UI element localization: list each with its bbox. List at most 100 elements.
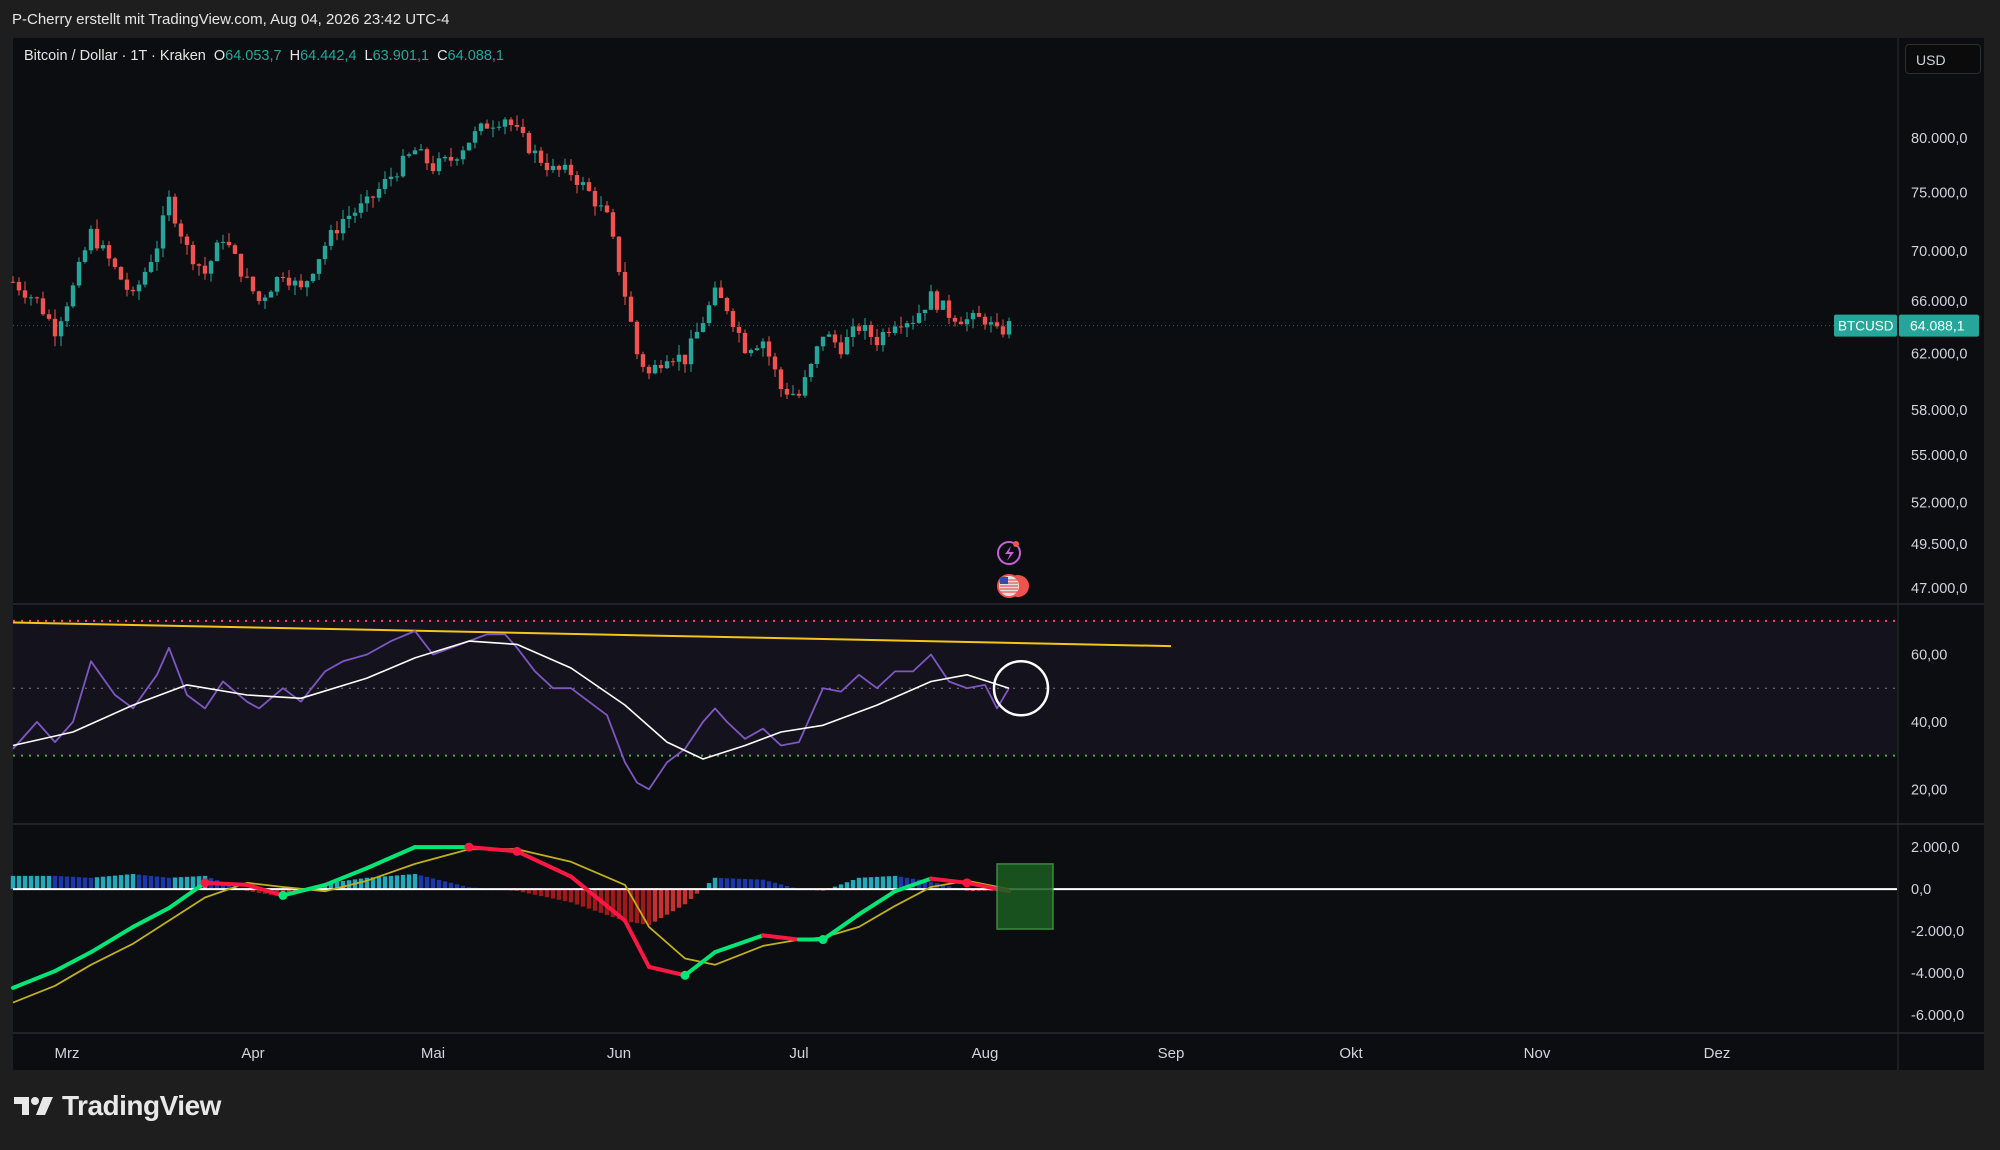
- macd-histogram-bar: [184, 876, 190, 890]
- macd-histogram-bar: [58, 876, 64, 890]
- candle: [484, 119, 490, 129]
- candle: [160, 205, 166, 258]
- candle-body: [802, 377, 808, 396]
- candle-body: [466, 142, 472, 151]
- candle: [958, 316, 964, 325]
- candle-body: [952, 317, 958, 322]
- candle: [790, 385, 796, 396]
- candle: [346, 206, 352, 229]
- candle: [952, 315, 958, 327]
- price-tick-label: 58.000,0: [1911, 403, 1967, 419]
- chart-canvas[interactable]: 80.000,0 75.000,0 70.000,0 66.000,0 62.000,0…: [0, 0, 2000, 1070]
- candle: [622, 262, 628, 306]
- candle: [532, 144, 538, 164]
- candle-body: [640, 354, 646, 367]
- candle-body: [694, 331, 700, 339]
- macd-histogram-bar: [520, 889, 526, 893]
- candle-body: [610, 212, 616, 237]
- candle: [250, 276, 256, 295]
- macd-line-segment: [203, 880, 249, 887]
- candle-body: [664, 361, 670, 369]
- macd-line-segment: [89, 924, 135, 955]
- macd-histogram-bar: [724, 878, 730, 890]
- candle: [124, 272, 130, 297]
- candle: [820, 336, 826, 351]
- macd-signal-line: [12, 848, 1010, 1004]
- candle: [394, 172, 400, 182]
- time-axis-label: Dez: [1704, 1045, 1731, 1062]
- candle: [742, 329, 748, 354]
- attribution-bar: P-Cherry erstellt mit TradingView.com, A…: [0, 0, 2000, 38]
- candle-body: [376, 188, 382, 198]
- candle: [136, 280, 142, 300]
- candle-body: [442, 156, 448, 159]
- macd-histogram-bar: [760, 879, 766, 890]
- price-tick-label: 49.500,0: [1911, 537, 1967, 553]
- macd-histogram-bar: [34, 875, 40, 890]
- candle: [904, 320, 910, 338]
- candle-body: [628, 296, 634, 322]
- candle-body: [856, 326, 862, 331]
- candle-body: [328, 230, 334, 246]
- candle: [130, 286, 136, 296]
- candle: [490, 120, 496, 138]
- candle-body: [214, 242, 220, 262]
- close-label: C: [437, 48, 448, 64]
- candle-body: [418, 149, 424, 151]
- candle: [976, 305, 982, 317]
- macd-histogram-bar: [376, 876, 382, 890]
- candle: [814, 345, 820, 368]
- macd-histogram-bar: [586, 889, 592, 909]
- candle-body: [958, 321, 964, 325]
- macd-histogram-bar: [628, 889, 634, 923]
- candle: [646, 364, 652, 380]
- candle: [412, 147, 418, 155]
- candle-body: [136, 284, 142, 292]
- candle-body: [784, 389, 790, 395]
- candle: [748, 348, 754, 357]
- currency-button[interactable]: USD: [1905, 44, 1981, 74]
- candle: [946, 294, 952, 325]
- candle: [634, 320, 640, 360]
- candle-body: [52, 318, 58, 337]
- candle: [436, 152, 442, 176]
- candle: [226, 233, 232, 248]
- candle: [844, 329, 850, 356]
- candle: [466, 142, 472, 151]
- symbol-title[interactable]: Bitcoin / Dollar · 1T · Kraken: [24, 48, 206, 64]
- macd-histogram-bar: [424, 876, 430, 890]
- candle: [568, 159, 574, 181]
- candle: [40, 291, 46, 316]
- candle: [760, 338, 766, 357]
- macd-histogram-bar: [142, 875, 148, 890]
- candle: [298, 274, 304, 290]
- time-axis-label: Mai: [421, 1045, 445, 1062]
- candle: [268, 290, 274, 298]
- macd-histogram-bar: [562, 889, 568, 902]
- macd-cross-dot: [680, 970, 690, 980]
- macd-histogram-bar: [616, 889, 622, 920]
- candle: [898, 316, 904, 334]
- candle-body: [568, 164, 574, 176]
- macd-histogram-bar: [430, 878, 436, 890]
- tradingview-logo[interactable]: TradingView: [14, 1090, 221, 1122]
- candle: [22, 281, 28, 304]
- macd-line-segment: [857, 889, 897, 917]
- candle-body: [124, 279, 130, 290]
- rsi-line: [12, 630, 1010, 791]
- macd-histogram-bar: [706, 883, 712, 890]
- macd-highlight-box: [996, 863, 1054, 930]
- candle: [82, 246, 88, 264]
- candle: [736, 321, 742, 343]
- candle: [388, 167, 394, 187]
- macd-histogram-bar: [898, 876, 904, 890]
- candle-body: [658, 364, 664, 369]
- macd-histogram-bar: [124, 874, 130, 890]
- candle: [328, 224, 334, 251]
- candle: [340, 209, 346, 241]
- candle: [802, 370, 808, 398]
- macd-histogram-bar: [640, 889, 646, 925]
- macd-histogram-bar: [460, 885, 466, 890]
- candle-body: [118, 266, 124, 280]
- candle-body: [460, 150, 466, 160]
